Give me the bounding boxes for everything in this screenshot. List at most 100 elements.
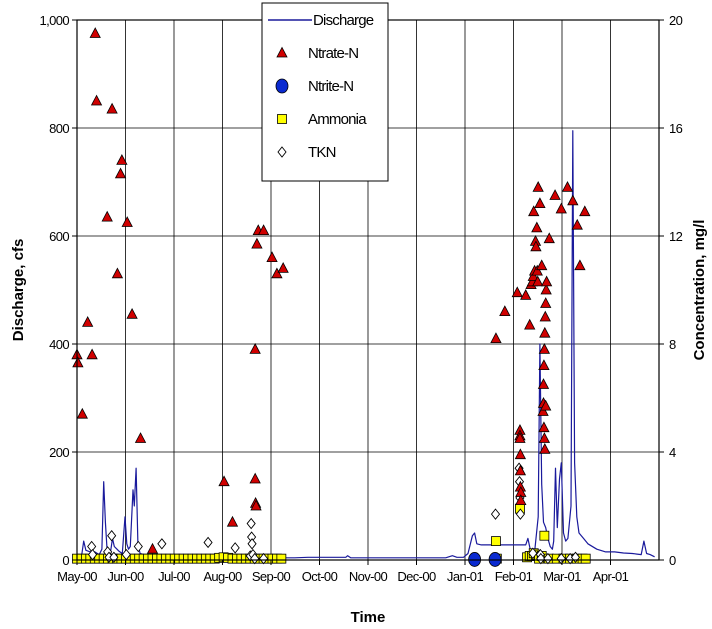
right-axis-ticks: 0 4 8 12 16 20 bbox=[659, 13, 683, 568]
x-tick-label: Aug-00 bbox=[203, 569, 242, 584]
nitrate-point bbox=[249, 472, 261, 484]
tkn-point bbox=[203, 536, 213, 549]
nitrate-point bbox=[277, 262, 289, 273]
nitrate-point bbox=[539, 442, 551, 454]
nitrate-point bbox=[538, 359, 550, 371]
tkn-point bbox=[543, 552, 553, 565]
tkn-point bbox=[107, 529, 117, 542]
nitrate-point bbox=[532, 275, 544, 287]
nitrate-point bbox=[555, 202, 567, 214]
legend: Discharge Ntrate-N Ntrite-N Ammonia TKN bbox=[261, 2, 389, 182]
nitrate-point bbox=[537, 405, 549, 416]
legend-label-nitrite: Ntrite-N bbox=[308, 78, 353, 95]
nitrate-point bbox=[116, 154, 128, 165]
nitrate-point bbox=[539, 310, 551, 322]
x-tick-label: Jul-00 bbox=[158, 569, 190, 584]
right-axis-title: Concentration, mg/l bbox=[691, 220, 708, 361]
x-tick-label: Mar-01 bbox=[543, 569, 581, 584]
nitrate-point bbox=[89, 27, 101, 38]
nitrate-point bbox=[540, 275, 553, 287]
nitrate-point bbox=[72, 356, 84, 368]
nitrate-point bbox=[540, 297, 552, 308]
right-tick-label: 12 bbox=[669, 229, 683, 244]
nitrate-point bbox=[499, 305, 511, 317]
nitrate-point bbox=[146, 542, 159, 554]
tkn-point bbox=[528, 547, 538, 559]
x-tick-label: Oct-00 bbox=[302, 569, 338, 584]
nitrate-point bbox=[126, 307, 138, 319]
nitrate-point bbox=[111, 267, 124, 279]
legend-swatch-tkn bbox=[277, 146, 287, 158]
tkn-point bbox=[133, 540, 143, 553]
nitrate-point bbox=[82, 316, 94, 327]
left-tick-label: 1,000 bbox=[39, 13, 69, 28]
nitrate-point bbox=[515, 494, 527, 506]
right-tick-label: 4 bbox=[669, 445, 676, 460]
legend-label-ammonia: Ammonia bbox=[308, 111, 367, 128]
nitrate-point bbox=[218, 475, 230, 487]
nitrate-point bbox=[574, 259, 586, 271]
nitrate-point bbox=[539, 326, 551, 338]
tkn-point bbox=[250, 552, 260, 565]
nitrate-point bbox=[106, 102, 118, 114]
legend-label-nitrate: Ntrate-N bbox=[308, 45, 358, 62]
legend-swatch-nitrate bbox=[276, 46, 288, 58]
nitrate-point bbox=[538, 421, 550, 433]
nitrate-point bbox=[251, 237, 263, 249]
nitrate-point bbox=[524, 318, 536, 330]
nitrate-point bbox=[537, 378, 550, 389]
nitrate-point bbox=[490, 332, 502, 344]
nitrate-point bbox=[76, 407, 88, 419]
tkn-point bbox=[247, 538, 257, 550]
nitrate-point bbox=[514, 464, 527, 476]
tkn-point bbox=[515, 508, 525, 520]
nitrate-point bbox=[538, 343, 551, 354]
nitrate-point bbox=[543, 232, 555, 244]
nitrate-point bbox=[538, 432, 551, 443]
tkn-point bbox=[230, 542, 240, 554]
nitrate-point bbox=[511, 286, 523, 298]
nitrate-point bbox=[101, 210, 113, 222]
left-tick-label: 600 bbox=[49, 229, 69, 244]
discharge-line bbox=[77, 130, 655, 559]
left-axis-ticks: 0 200 400 600 800 1,000 bbox=[39, 13, 77, 568]
ammonia-point bbox=[491, 536, 501, 546]
nitrate-point bbox=[86, 348, 98, 360]
nitrate-point bbox=[250, 499, 262, 511]
nitrate-point bbox=[528, 205, 540, 217]
right-tick-label: 20 bbox=[669, 13, 683, 28]
nitrate-point bbox=[561, 181, 574, 192]
nitrate-point bbox=[536, 259, 548, 271]
nitrate-point bbox=[579, 205, 591, 217]
nitrate-point bbox=[532, 181, 544, 192]
tkn-point bbox=[556, 552, 566, 565]
nitrate-point bbox=[249, 343, 261, 354]
nitrate-point bbox=[514, 432, 526, 443]
left-axis-title: Discharge, cfs bbox=[10, 239, 27, 342]
nitrate-point bbox=[90, 94, 103, 106]
nitrate-point bbox=[571, 218, 583, 230]
nitrate-point bbox=[534, 197, 546, 209]
nitrate-point bbox=[271, 267, 283, 279]
tkn-point bbox=[157, 538, 167, 550]
legend-label-discharge: Discharge bbox=[313, 12, 374, 29]
nitrate-point bbox=[530, 240, 542, 252]
legend-swatch-nitrite bbox=[275, 78, 289, 94]
ammonia-point bbox=[580, 553, 591, 564]
nitrate-point bbox=[527, 270, 539, 281]
nitrate-point bbox=[134, 432, 147, 443]
nitrate-point bbox=[114, 167, 127, 179]
right-tick-label: 8 bbox=[669, 337, 676, 352]
x-tick-label: Jun-00 bbox=[107, 569, 144, 584]
nitrate-point bbox=[226, 515, 239, 527]
nitrate-point bbox=[257, 224, 270, 236]
tkn-point bbox=[490, 508, 501, 520]
x-tick-label: Dec-00 bbox=[397, 569, 436, 584]
nitrate-point bbox=[531, 221, 543, 233]
nitrate-point bbox=[540, 399, 552, 411]
right-tick-label: 16 bbox=[669, 121, 683, 136]
nitrate-point bbox=[514, 448, 527, 460]
legend-swatch-ammonia bbox=[277, 114, 287, 124]
x-tick-label: Jan-01 bbox=[447, 569, 484, 584]
left-tick-label: 800 bbox=[49, 121, 69, 136]
